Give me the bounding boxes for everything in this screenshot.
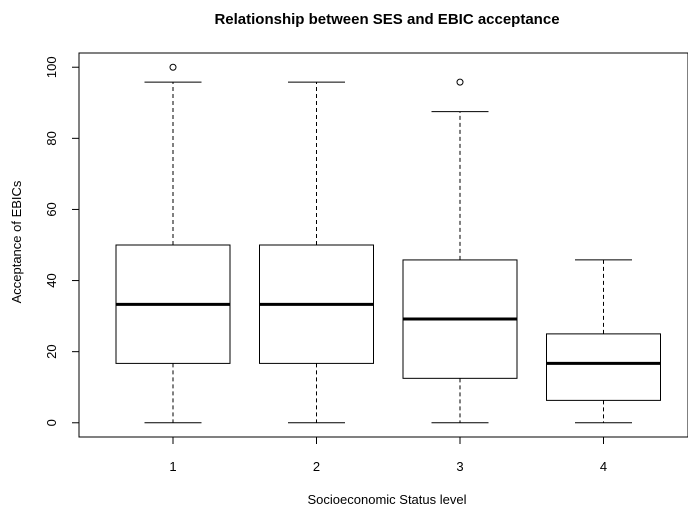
y-tick-label: 40 bbox=[44, 273, 59, 287]
y-tick-label: 60 bbox=[44, 202, 59, 216]
y-axis-label: Acceptance of EBICs bbox=[9, 180, 24, 303]
chart-title: Relationship between SES and EBIC accept… bbox=[214, 11, 559, 28]
y-tick-label: 80 bbox=[44, 131, 59, 145]
x-axis-label: Socioeconomic Status level bbox=[308, 492, 467, 507]
x-tick-label: 4 bbox=[600, 459, 607, 474]
y-tick-label: 100 bbox=[44, 56, 59, 78]
x-tick-label: 3 bbox=[456, 459, 463, 474]
box-1 bbox=[115, 63, 231, 424]
x-tick-label: 1 bbox=[169, 459, 176, 474]
box-rect bbox=[546, 333, 661, 401]
y-axis: 0 20 40 60 80 100 bbox=[44, 56, 80, 426]
y-tick-label: 0 bbox=[44, 419, 59, 426]
box-4 bbox=[546, 259, 661, 424]
x-axis: 1 2 3 4 bbox=[169, 436, 607, 474]
x-tick-label: 2 bbox=[313, 459, 320, 474]
box-2 bbox=[259, 81, 374, 424]
outlier-point bbox=[169, 63, 177, 71]
box-3 bbox=[402, 78, 518, 424]
outlier-point bbox=[456, 78, 464, 86]
y-tick-label: 20 bbox=[44, 344, 59, 358]
box-group bbox=[115, 63, 661, 424]
